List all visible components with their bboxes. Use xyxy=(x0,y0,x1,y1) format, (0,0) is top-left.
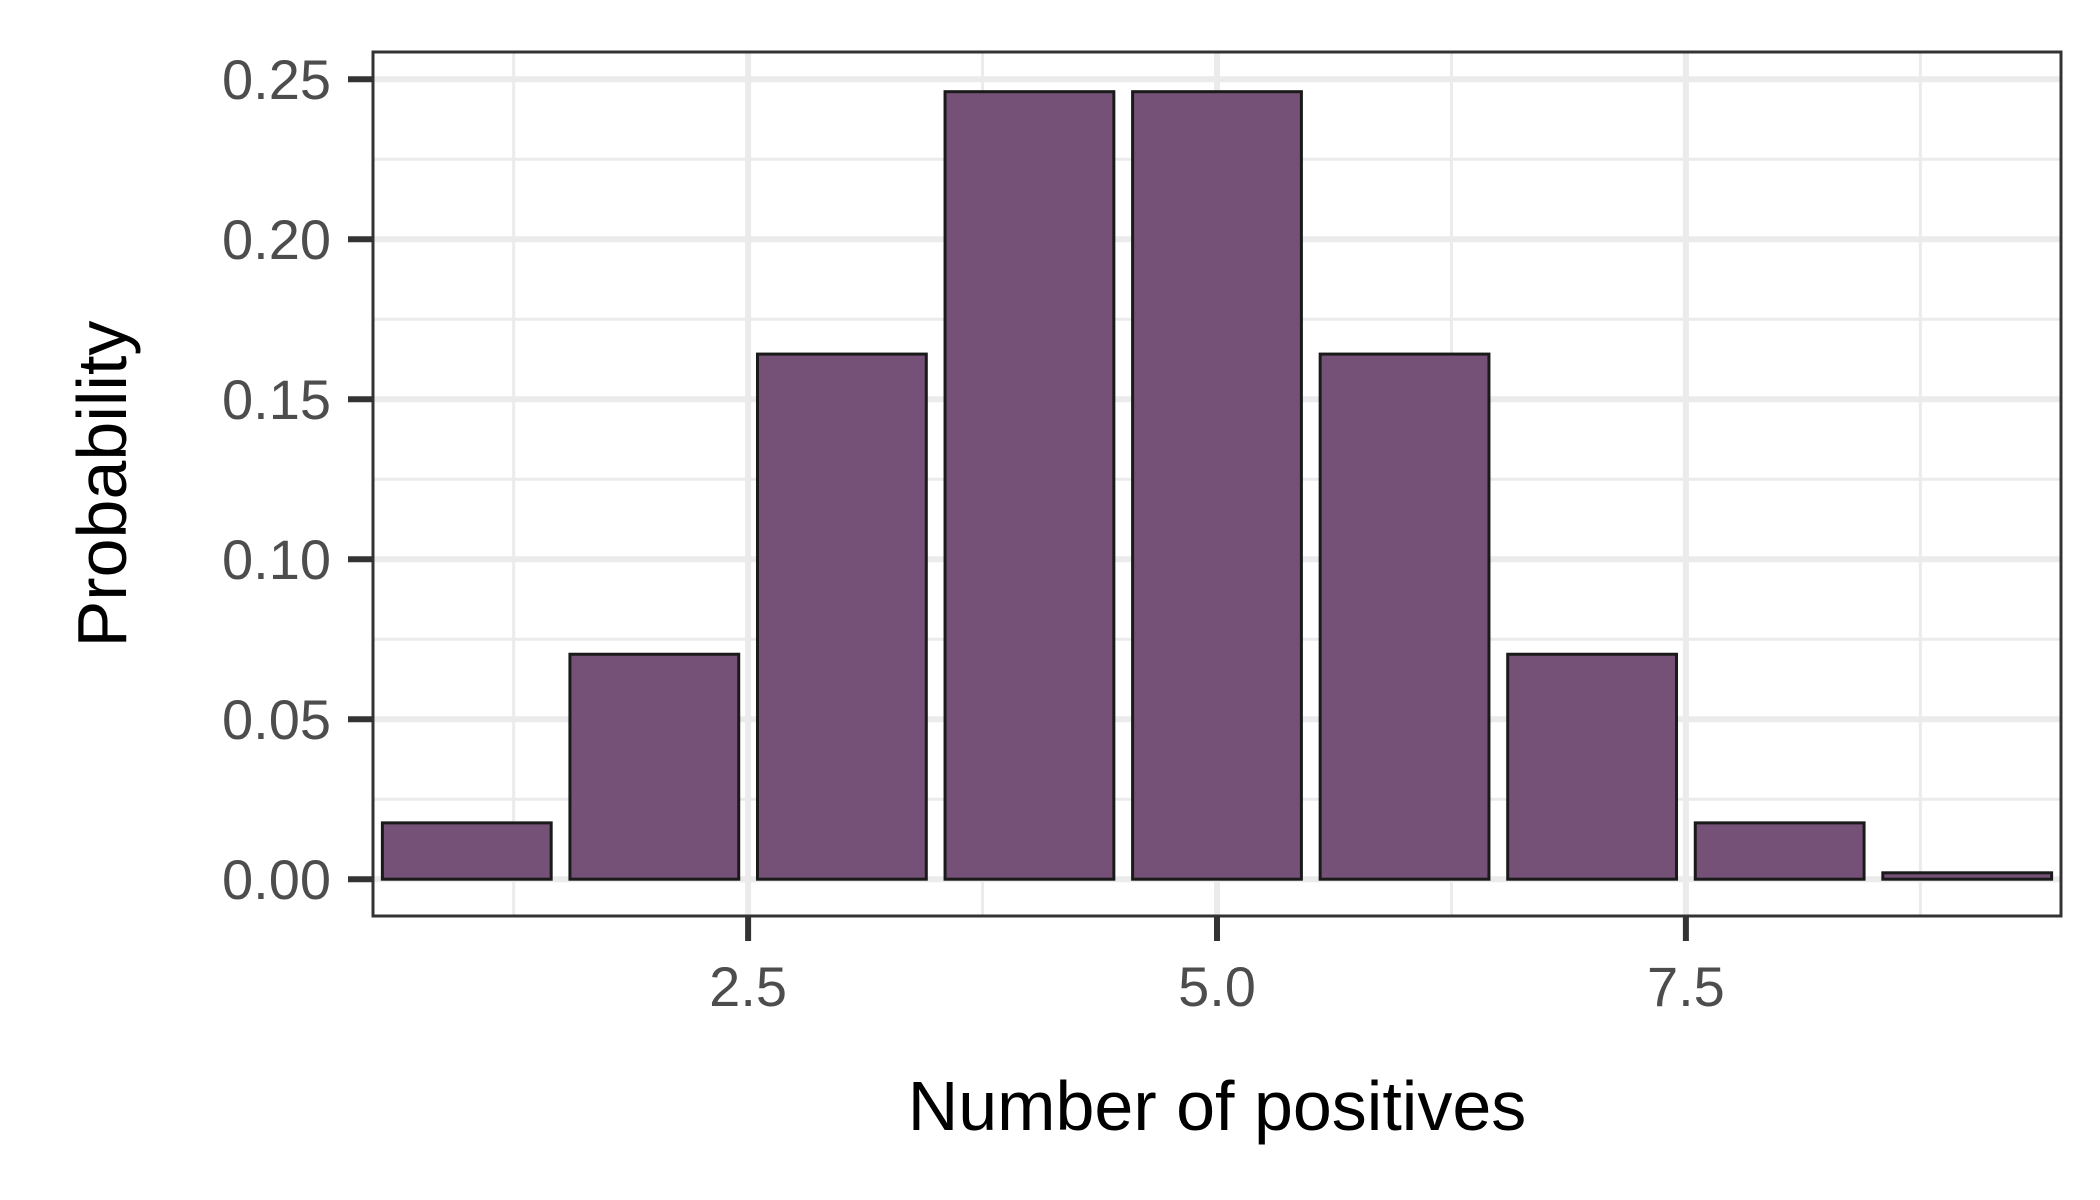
bar-6 xyxy=(1318,352,1491,881)
bar-3 xyxy=(755,352,928,881)
bar-4 xyxy=(943,90,1116,881)
bars xyxy=(380,90,2054,881)
x-axis: 2.5 5.0 7.5 xyxy=(709,916,1725,1018)
bar-9 xyxy=(1881,871,2054,881)
bar-2 xyxy=(568,652,741,881)
y-tick-label: 0.00 xyxy=(222,848,331,911)
x-tick-label: 2.5 xyxy=(709,955,787,1018)
y-tick-label: 0.10 xyxy=(222,528,331,591)
x-tick-label: 5.0 xyxy=(1178,955,1256,1018)
y-axis: 0.00 0.05 0.10 0.15 0.20 0.25 xyxy=(222,48,373,911)
bar-8 xyxy=(1693,821,1866,881)
y-tick-label: 0.15 xyxy=(222,368,331,431)
x-tick-label: 7.5 xyxy=(1647,955,1725,1018)
y-tick-label: 0.20 xyxy=(222,208,331,271)
y-axis-title: Probability xyxy=(63,321,141,648)
y-tick-label: 0.05 xyxy=(222,688,331,751)
bar-5 xyxy=(1131,90,1303,881)
bar-1 xyxy=(380,821,553,881)
x-axis-title: Number of positives xyxy=(908,1067,1527,1145)
bar-7 xyxy=(1506,652,1679,881)
y-tick-label: 0.25 xyxy=(222,48,331,111)
